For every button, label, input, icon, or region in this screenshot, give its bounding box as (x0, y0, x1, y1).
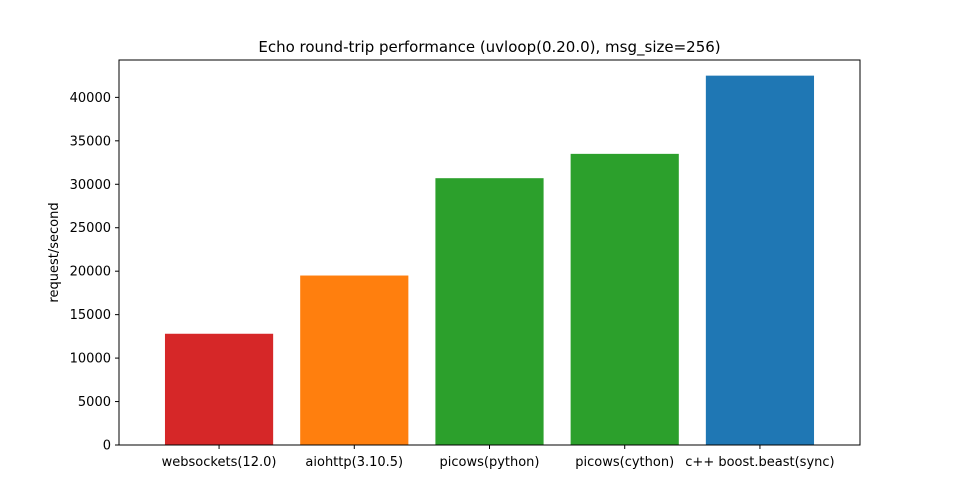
chart-title: Echo round-trip performance (uvloop(0.20… (258, 38, 720, 57)
y-tick-label: 5000 (78, 395, 111, 410)
bar-4 (570, 153, 679, 446)
y-axis: 0 5000 10000 15000 20000 25000 30000 35000 40000 (70, 91, 119, 454)
y-tick-label: 10000 (70, 352, 111, 367)
y-axis-label: request/second (47, 202, 62, 302)
bar-2 (300, 275, 409, 445)
bar-5 (705, 75, 815, 445)
x-tick-label: websockets(12.0) (162, 455, 277, 470)
y-tick-label: 30000 (70, 178, 111, 193)
bar-3 (435, 178, 544, 445)
x-tick-label: aiohttp(3.10.5) (305, 455, 403, 470)
x-tick-label: c++ boost.beast(sync) (685, 455, 834, 470)
plot-area (164, 75, 815, 446)
bar-1 (164, 333, 274, 445)
y-tick-label: 0 (103, 439, 111, 454)
x-tick-label: picows(cython) (575, 455, 674, 470)
y-tick-label: 15000 (70, 308, 111, 323)
y-tick-label: 40000 (70, 91, 111, 106)
axes-frame (118, 59, 861, 446)
y-tick-label: 35000 (70, 134, 111, 149)
y-tick-label: 25000 (70, 221, 111, 236)
y-tick-label: 20000 (70, 265, 111, 280)
x-tick-label: picows(python) (440, 455, 540, 470)
x-axis: websockets(12.0) aiohttp(3.10.5) picows(py… (162, 445, 835, 470)
